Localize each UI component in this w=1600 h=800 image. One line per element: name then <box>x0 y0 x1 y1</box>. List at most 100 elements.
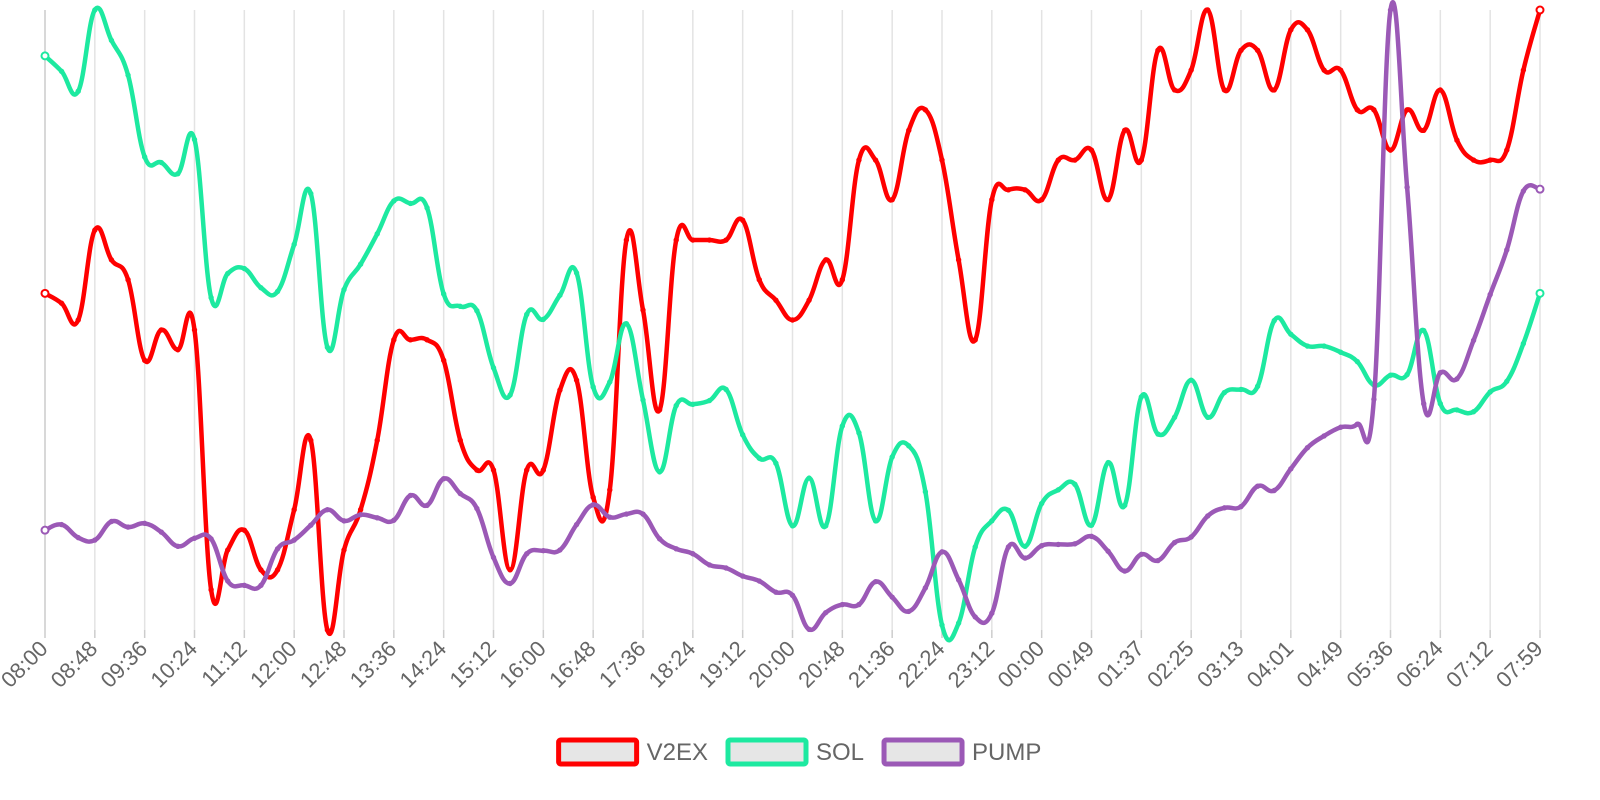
legend-item-pump[interactable]: PUMP <box>881 737 1041 767</box>
data-point[interactable] <box>1205 513 1211 519</box>
data-point[interactable] <box>806 475 812 481</box>
data-point[interactable] <box>241 265 248 272</box>
data-point[interactable] <box>341 547 347 553</box>
data-point[interactable] <box>856 157 862 163</box>
data-point[interactable] <box>58 300 65 306</box>
data-point[interactable] <box>557 547 563 553</box>
data-point[interactable] <box>1520 67 1527 73</box>
data-point[interactable] <box>175 543 181 549</box>
data-point[interactable] <box>922 489 929 495</box>
data-point[interactable] <box>1304 27 1311 33</box>
data-point[interactable] <box>773 297 779 303</box>
data-point[interactable] <box>208 536 214 542</box>
data-point[interactable] <box>1404 371 1410 378</box>
data-point[interactable] <box>723 237 729 243</box>
data-point[interactable] <box>640 397 646 403</box>
data-point[interactable] <box>75 88 81 94</box>
data-point[interactable] <box>507 567 513 573</box>
data-point[interactable] <box>291 241 297 248</box>
data-point[interactable] <box>1354 358 1360 365</box>
data-point[interactable] <box>922 585 929 591</box>
data-point[interactable] <box>1171 539 1178 546</box>
data-point[interactable] <box>1487 389 1493 395</box>
data-point[interactable] <box>141 154 148 160</box>
data-point[interactable] <box>424 337 430 343</box>
data-point[interactable] <box>357 261 364 267</box>
data-point[interactable] <box>58 521 65 528</box>
data-point[interactable] <box>407 492 414 499</box>
data-point[interactable] <box>507 392 513 398</box>
data-point[interactable] <box>1122 127 1128 133</box>
data-point[interactable] <box>1504 247 1510 253</box>
data-point[interactable] <box>823 609 829 616</box>
data-point[interactable] <box>208 294 214 301</box>
data-point[interactable] <box>141 520 148 527</box>
data-point[interactable] <box>440 291 447 297</box>
data-point[interactable] <box>490 365 497 371</box>
data-point[interactable] <box>1171 414 1178 421</box>
data-point[interactable] <box>225 578 231 584</box>
data-point[interactable] <box>1005 187 1012 193</box>
data-point[interactable] <box>607 487 613 493</box>
data-point[interactable] <box>391 337 397 343</box>
data-point[interactable] <box>856 601 862 608</box>
data-point[interactable] <box>75 534 81 541</box>
data-point[interactable] <box>889 454 895 460</box>
data-point[interactable] <box>1155 431 1161 437</box>
data-point[interactable] <box>773 589 779 595</box>
data-point[interactable] <box>1138 551 1145 558</box>
data-point[interactable] <box>524 467 530 473</box>
data-point[interactable] <box>357 507 364 513</box>
data-point[interactable] <box>474 308 480 314</box>
data-point[interactable] <box>1454 407 1460 413</box>
data-point[interactable] <box>1221 389 1228 396</box>
data-point[interactable] <box>839 601 846 608</box>
data-point[interactable] <box>324 344 331 350</box>
data-point[interactable] <box>1535 184 1545 194</box>
data-point[interactable] <box>773 460 779 466</box>
data-point[interactable] <box>573 270 580 276</box>
data-point[interactable] <box>208 587 214 593</box>
data-point[interactable] <box>1387 7 1394 13</box>
data-point[interactable] <box>1105 197 1111 203</box>
data-point[interactable] <box>806 626 812 633</box>
data-point[interactable] <box>590 502 596 508</box>
data-point[interactable] <box>1038 542 1045 549</box>
data-point[interactable] <box>374 437 380 443</box>
data-point[interactable] <box>108 518 115 525</box>
data-point[interactable] <box>1487 291 1493 298</box>
data-point[interactable] <box>291 507 297 513</box>
data-point[interactable] <box>407 337 414 343</box>
data-point[interactable] <box>989 610 995 616</box>
data-point[interactable] <box>1138 394 1145 400</box>
data-point[interactable] <box>341 518 347 524</box>
data-point[interactable] <box>1504 147 1510 153</box>
data-point[interactable] <box>756 578 762 584</box>
data-point[interactable] <box>1072 541 1078 547</box>
data-point[interactable] <box>324 507 331 513</box>
data-point[interactable] <box>872 578 879 585</box>
data-point[interactable] <box>1221 87 1228 93</box>
data-point[interactable] <box>623 321 630 327</box>
data-point[interactable] <box>640 511 646 517</box>
data-point[interactable] <box>1535 5 1545 15</box>
data-point[interactable] <box>457 303 463 310</box>
data-point[interactable] <box>557 292 563 298</box>
data-point[interactable] <box>1271 317 1277 324</box>
data-point[interactable] <box>1371 107 1377 113</box>
data-point[interactable] <box>1022 187 1028 193</box>
data-point[interactable] <box>1304 445 1311 451</box>
data-point[interactable] <box>839 277 846 283</box>
data-point[interactable] <box>524 311 530 318</box>
data-point[interactable] <box>1038 500 1045 507</box>
data-point[interactable] <box>806 297 812 303</box>
data-point[interactable] <box>374 231 380 237</box>
legend[interactable]: V2EX SOL PUMP <box>556 737 1042 767</box>
data-point[interactable] <box>1088 147 1095 153</box>
data-point[interactable] <box>1421 401 1427 407</box>
data-point[interactable] <box>590 494 596 501</box>
data-point[interactable] <box>706 237 713 243</box>
data-point[interactable] <box>524 551 530 557</box>
data-point[interactable] <box>241 527 248 533</box>
data-point[interactable] <box>424 205 430 211</box>
